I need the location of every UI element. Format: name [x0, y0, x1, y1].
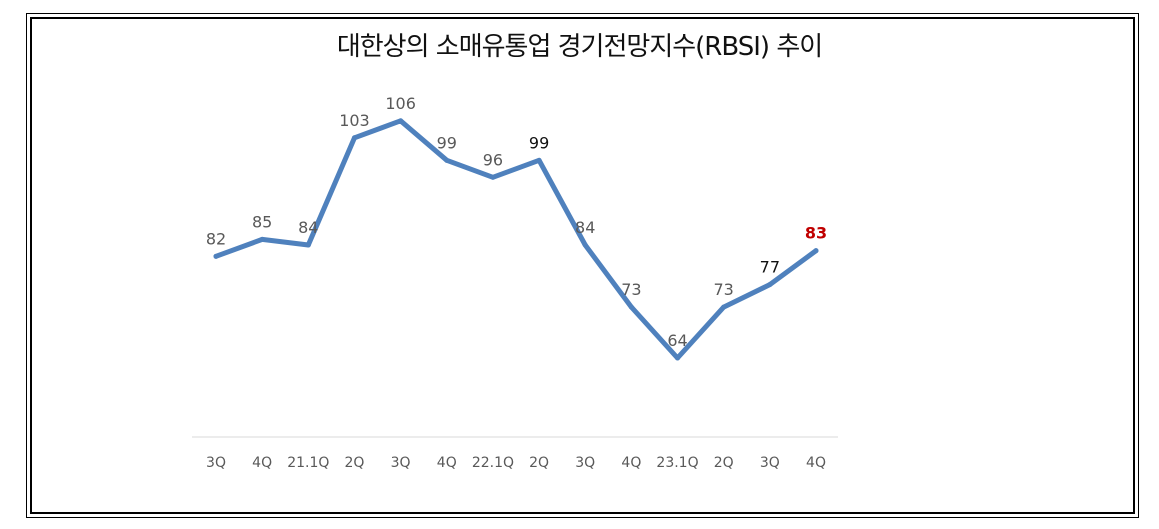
data-label: 73	[714, 280, 734, 299]
data-point	[767, 282, 773, 288]
inner-frame	[30, 17, 1135, 514]
data-point	[813, 248, 819, 254]
x-tick-label: 2Q	[714, 455, 734, 471]
data-label: 73	[621, 280, 641, 299]
x-tick-label: 4Q	[806, 455, 826, 471]
x-tick-label: 23.1Q	[656, 455, 698, 471]
data-label: 77	[760, 258, 780, 277]
data-point	[490, 174, 496, 180]
x-tick-label: 21.1Q	[287, 455, 329, 471]
data-point	[351, 135, 357, 141]
data-point	[398, 118, 404, 124]
data-point	[582, 242, 588, 248]
x-tick-label: 4Q	[437, 455, 457, 471]
data-label: 85	[252, 212, 272, 231]
data-label: 82	[206, 229, 226, 248]
data-label: 99	[529, 133, 549, 152]
data-point	[305, 242, 311, 248]
series-line	[213, 118, 819, 361]
data-label: 84	[575, 218, 595, 237]
x-tick-label: 2Q	[529, 455, 549, 471]
data-point	[213, 253, 219, 259]
data-point	[259, 236, 265, 242]
chart-title: 대한상의 소매유통업 경기전망지수(RBSI) 추이	[336, 32, 823, 62]
x-tick-label: 3Q	[391, 455, 411, 471]
x-tick-label: 3Q	[206, 455, 226, 471]
data-label: 84	[298, 218, 318, 237]
x-tick-label: 3Q	[760, 455, 780, 471]
data-point	[444, 157, 450, 163]
data-label: 64	[667, 331, 687, 350]
data-label: 83	[805, 224, 827, 243]
data-label: 106	[385, 94, 416, 113]
data-label: 103	[339, 111, 370, 130]
data-label: 99	[437, 133, 457, 152]
data-point	[721, 304, 727, 310]
data-point	[536, 157, 542, 163]
x-tick-label: 4Q	[252, 455, 272, 471]
x-tick-label: 3Q	[575, 455, 595, 471]
outer-frame	[26, 13, 1139, 518]
x-tick-label: 22.1Q	[472, 455, 514, 471]
x-tick-label: 4Q	[621, 455, 641, 471]
data-point	[675, 355, 681, 361]
data-point	[628, 304, 634, 310]
data-label: 96	[483, 150, 503, 169]
x-tick-label: 2Q	[344, 455, 364, 471]
